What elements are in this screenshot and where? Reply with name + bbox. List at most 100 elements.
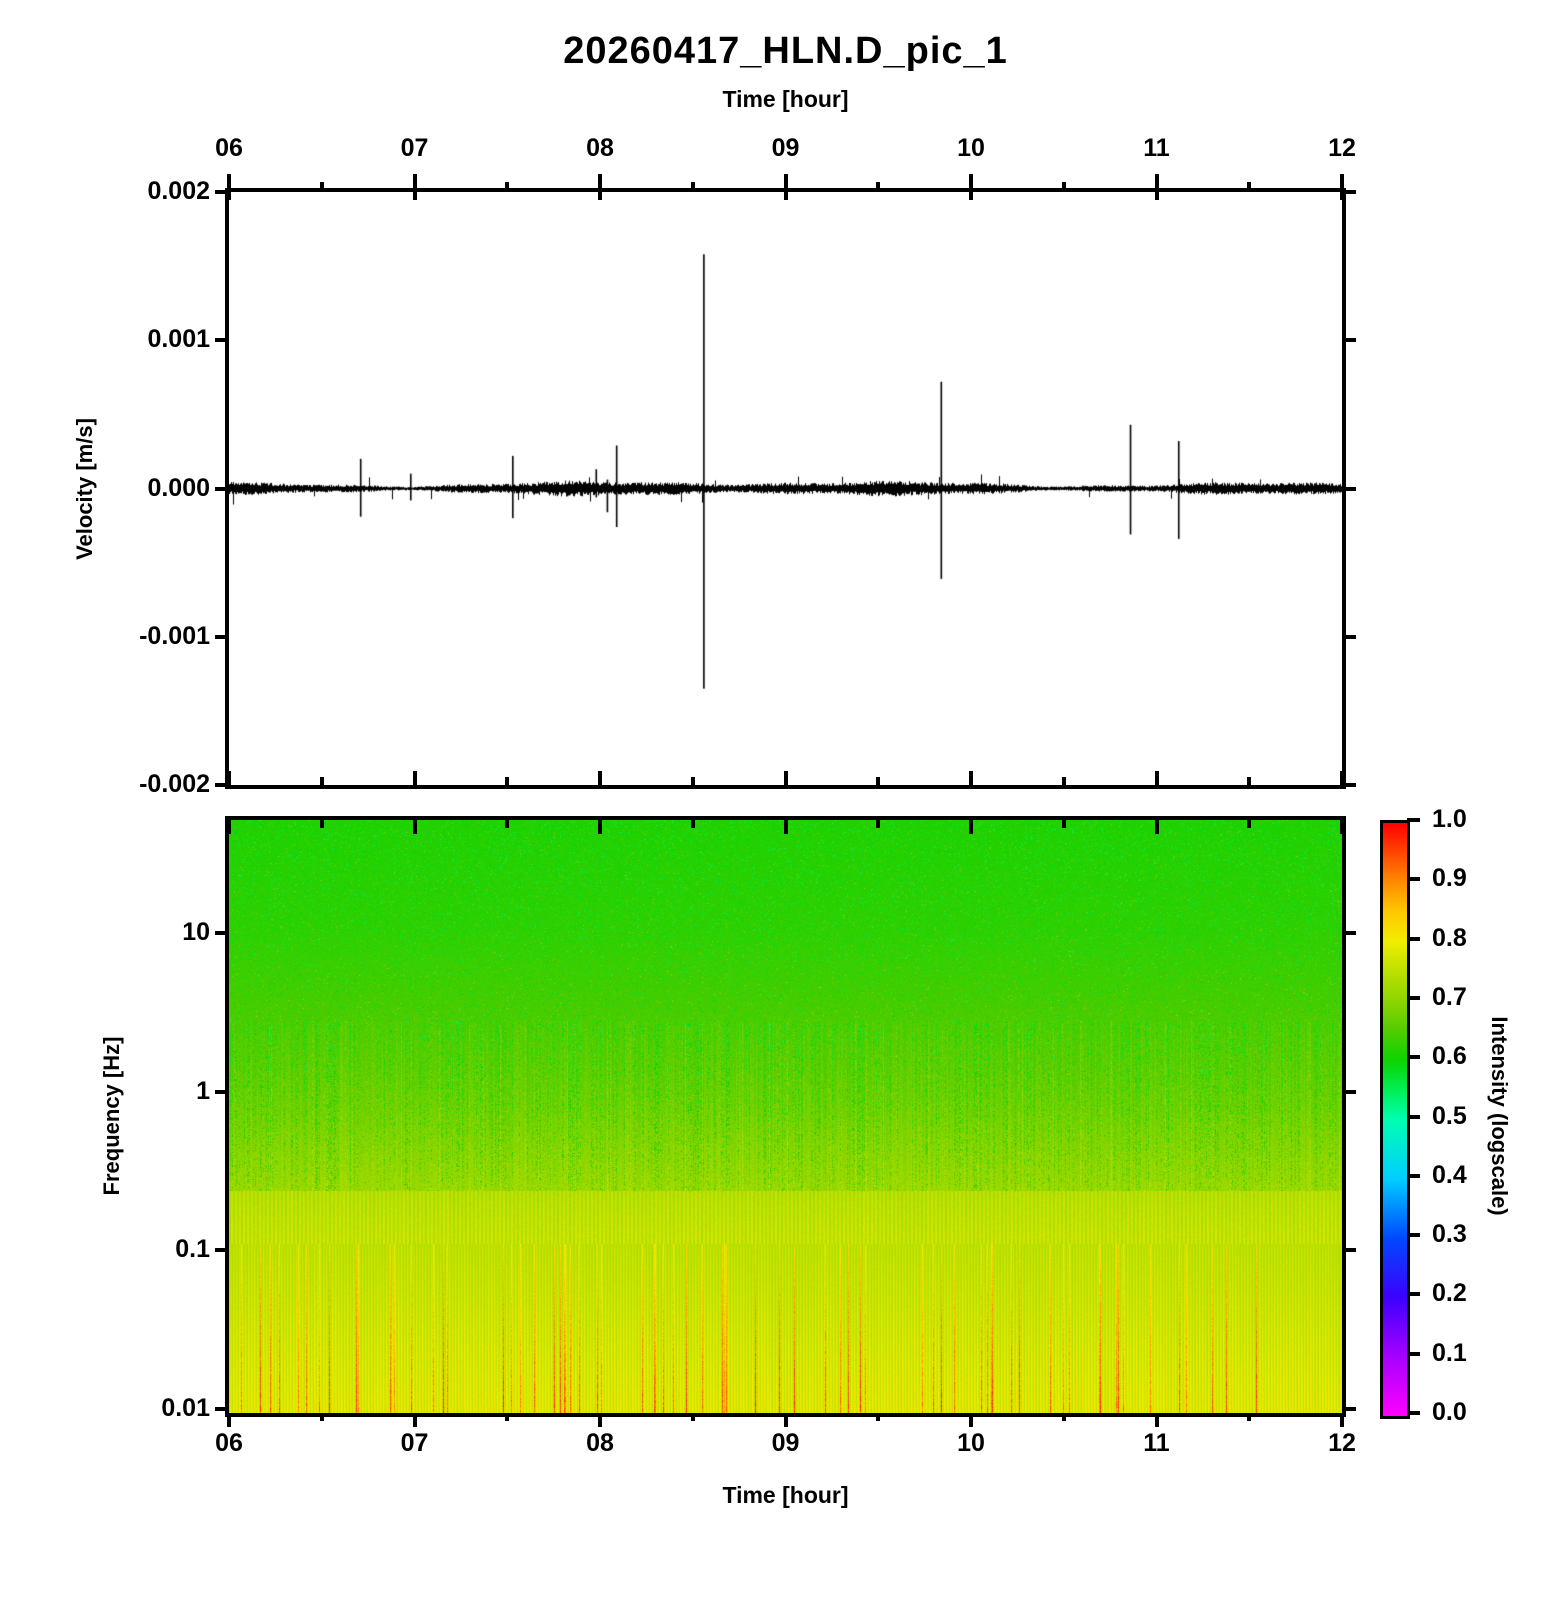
colorbar-tick-label: 0.6	[1432, 1042, 1467, 1071]
colorbar-tick	[1407, 1351, 1420, 1356]
time-major-tick-wave-bottom	[783, 771, 788, 785]
velocity-tick-label: 0.001	[147, 325, 210, 354]
time-minor-tick-spec-top	[876, 820, 881, 828]
time-major-tick-top	[227, 174, 231, 200]
time-minor-tick-spec-bottom	[1247, 1413, 1252, 1421]
colorbar-tick-label: 0.8	[1432, 923, 1467, 952]
frequency-tick-right	[1342, 930, 1356, 935]
colorbar-tick	[1407, 1114, 1420, 1119]
time-minor-tick-spec-bottom	[319, 1413, 324, 1421]
time-tick-label-bottom: 07	[400, 1429, 429, 1457]
colorbar-tick-label: 0.2	[1432, 1279, 1467, 1308]
time-major-tick-top	[783, 174, 788, 200]
frequency-tick-left	[215, 930, 229, 935]
time-tick-label-bottom: 06	[215, 1429, 243, 1457]
spectrogram-canvas	[229, 820, 1342, 1413]
frequency-tick-right	[1342, 1407, 1356, 1412]
time-major-tick-wave-bottom	[412, 771, 417, 785]
velocity-tick-right	[1342, 338, 1356, 343]
colorbar-tick	[1407, 1411, 1420, 1415]
frequency-tick-right	[1342, 1248, 1356, 1253]
time-tick-label-bottom: 12	[1328, 1429, 1356, 1457]
time-minor-tick-spec-top	[690, 820, 695, 828]
time-tick-label-top: 10	[957, 134, 985, 162]
time-major-tick-top	[1154, 174, 1159, 200]
time-major-tick-spec-top	[969, 820, 973, 834]
time-minor-tick-wave-bottom	[1061, 777, 1066, 785]
colorbar-tick-label: 0.1	[1432, 1338, 1467, 1367]
time-minor-tick-top	[690, 182, 695, 192]
colorbar-tick	[1407, 936, 1420, 941]
time-major-tick-spec-top	[598, 820, 602, 834]
time-major-tick-spec-bottom	[227, 1413, 231, 1427]
time-minor-tick-wave-bottom	[690, 777, 695, 785]
time-tick-label-bottom: 09	[771, 1429, 800, 1457]
colorbar-tick-label: 1.0	[1432, 805, 1467, 833]
velocity-tick-left	[215, 190, 229, 194]
colorbar-tick-label: 0.0	[1432, 1398, 1467, 1426]
velocity-tick-right	[1342, 783, 1356, 787]
time-tick-label-bottom: 11	[1143, 1429, 1170, 1457]
velocity-tick-label: 0.000	[147, 473, 210, 502]
time-major-tick-wave-bottom	[227, 771, 231, 785]
colorbar-tick	[1407, 995, 1420, 1000]
time-major-tick-spec-bottom	[1340, 1413, 1344, 1427]
colorbar-tick	[1407, 818, 1420, 822]
time-axis-label-bottom: Time [hour]	[722, 1482, 849, 1508]
time-major-tick-wave-bottom	[969, 771, 973, 785]
time-minor-tick-spec-bottom	[690, 1413, 695, 1421]
time-major-tick-wave-bottom	[1340, 771, 1344, 785]
time-minor-tick-spec-bottom	[876, 1413, 881, 1421]
time-minor-tick-top	[1247, 182, 1252, 192]
time-tick-label-top: 12	[1328, 134, 1356, 162]
velocity-tick-label: 0.002	[147, 177, 210, 205]
time-minor-tick-wave-bottom	[505, 777, 510, 785]
time-major-tick-spec-top	[1340, 820, 1344, 834]
figure-title: 20260417_HLN.D_pic_1	[563, 30, 1008, 72]
time-major-tick-spec-top	[227, 820, 231, 834]
time-tick-label-top: 06	[215, 134, 243, 162]
time-minor-tick-top	[505, 182, 510, 192]
time-major-tick-spec-top	[783, 820, 788, 834]
velocity-tick-left	[215, 338, 229, 343]
time-major-tick-top	[598, 174, 602, 200]
time-major-tick-spec-top	[1154, 820, 1159, 834]
time-major-tick-spec-bottom	[1154, 1413, 1159, 1427]
frequency-tick-left	[215, 1407, 229, 1412]
time-minor-tick-wave-bottom	[319, 777, 324, 785]
colorbar-tick-label: 0.3	[1432, 1220, 1467, 1249]
time-minor-tick-spec-bottom	[1061, 1413, 1066, 1421]
time-minor-tick-spec-top	[1061, 820, 1066, 828]
time-major-tick-top	[1340, 174, 1344, 200]
time-minor-tick-spec-top	[319, 820, 324, 828]
frequency-tick-label: 0.01	[161, 1394, 210, 1423]
colorbar-tick-label: 0.4	[1432, 1160, 1467, 1189]
waveform-canvas	[229, 192, 1342, 785]
time-tick-label-top: 07	[400, 134, 429, 162]
velocity-tick-right	[1342, 634, 1356, 639]
time-axis-label-top: Time [hour]	[722, 86, 849, 112]
time-minor-tick-spec-top	[1247, 820, 1252, 828]
time-major-tick-wave-bottom	[1154, 771, 1159, 785]
velocity-tick-label: -0.002	[139, 770, 210, 798]
intensity-axis-label: Intensity (logscale)	[1487, 1016, 1512, 1216]
frequency-tick-label: 10	[182, 917, 210, 946]
time-major-tick-top	[969, 174, 973, 200]
time-minor-tick-wave-bottom	[876, 777, 881, 785]
frequency-tick-left	[215, 1248, 229, 1253]
time-minor-tick-wave-bottom	[1247, 777, 1252, 785]
frequency-tick-label: 0.1	[175, 1235, 210, 1264]
time-major-tick-spec-bottom	[969, 1413, 973, 1427]
colorbar-tick	[1407, 877, 1420, 882]
colorbar-tick-label: 0.7	[1432, 982, 1467, 1011]
velocity-tick-left	[215, 634, 229, 639]
frequency-tick-right	[1342, 1089, 1356, 1094]
time-major-tick-spec-bottom	[598, 1413, 602, 1427]
time-tick-label-top: 09	[771, 134, 800, 162]
time-minor-tick-top	[319, 182, 324, 192]
time-major-tick-top	[412, 174, 417, 200]
colorbar-tick	[1407, 1055, 1420, 1060]
colorbar-tick	[1407, 1173, 1420, 1178]
time-minor-tick-top	[876, 182, 881, 192]
